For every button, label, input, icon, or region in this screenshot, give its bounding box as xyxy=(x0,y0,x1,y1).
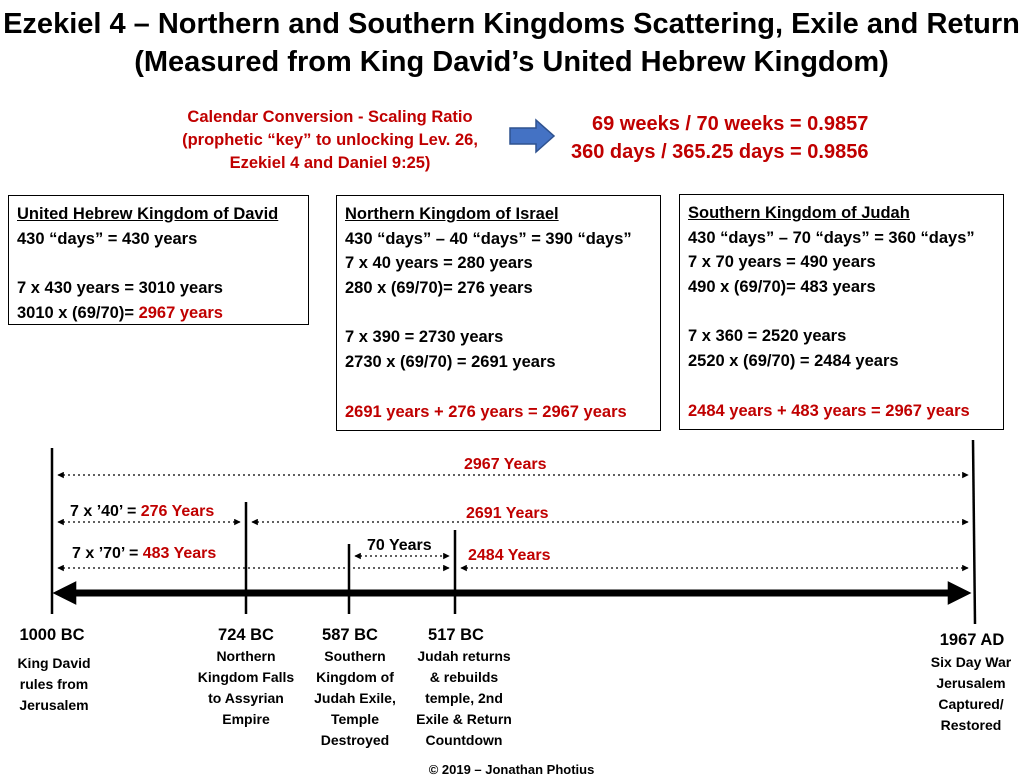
title-line-2: (Measured from King David’s United Hebre… xyxy=(134,46,889,78)
desc-line: Exile & Return xyxy=(416,711,512,727)
judah-line: 430 “days” – 70 “days” = 360 “days” xyxy=(688,228,975,247)
span-label-70: 70 Years xyxy=(367,537,432,554)
israel-kingdom-box: Northern Kingdom of Israel 430 “days” – … xyxy=(336,195,661,431)
span-label-483-prefix: 7 x ’70’ = xyxy=(72,545,143,562)
conversion-label-line: Calendar Conversion - Scaling Ratio xyxy=(187,108,473,126)
marker-1967ad xyxy=(971,439,977,625)
conversion-label-line: (prophetic “key” to unlocking Lev. 26, xyxy=(182,131,478,149)
event-date: 724 BC xyxy=(218,626,274,644)
event-description: King David rules from Jerusalem xyxy=(2,653,106,716)
israel-line: 430 “days” – 40 “days” = 390 “days” xyxy=(345,229,632,248)
span-label-483-value: 483 Years xyxy=(142,545,217,562)
event-description: Southern Kingdom of Judah Exile, Temple … xyxy=(300,646,410,751)
event-date: 1000 BC xyxy=(19,626,85,644)
israel-heading: Northern Kingdom of Israel xyxy=(345,205,559,223)
israel-line: 2730 x (69/70) = 2691 years xyxy=(345,353,556,372)
judah-line: 7 x 70 years = 490 years xyxy=(688,253,876,272)
span-label-483: 7 x ’70’ = 483 Years xyxy=(72,545,216,563)
conversion-label-line: Ezekiel 4 and Daniel 9:25) xyxy=(229,154,431,172)
desc-line: Judah returns xyxy=(417,648,511,664)
desc-line: rules from xyxy=(19,676,89,692)
desc-line: Kingdom of xyxy=(316,669,394,685)
israel-line: 7 x 40 years = 280 years xyxy=(345,254,533,273)
judah-kingdom-box: Southern Kingdom of Judah 430 “days” – 7… xyxy=(679,194,1004,430)
judah-line: 7 x 360 = 2520 years xyxy=(688,327,847,346)
title-line-1: Ezekiel 4 – Northern and Southern Kingdo… xyxy=(3,8,1020,40)
event-description: Six Day War Jerusalem Captured/ Restored xyxy=(918,652,1023,736)
event-date: 517 BC xyxy=(428,626,484,644)
span-label-276-prefix: 7 x ’40’ = xyxy=(70,503,141,520)
conversion-label: Calendar Conversion - Scaling Ratio (pro… xyxy=(150,106,510,175)
desc-line: Judah Exile, xyxy=(314,690,396,706)
united-result: 2967 years xyxy=(138,303,223,322)
judah-total: 2484 years + 483 years = 2967 years xyxy=(688,401,970,420)
desc-line: to Assyrian xyxy=(208,690,284,706)
desc-line: King David xyxy=(17,655,91,671)
desc-line: Jerusalem xyxy=(936,675,1006,691)
united-result-line: 3010 x (69/70)= 2967 years xyxy=(17,301,300,326)
israel-line: 7 x 390 = 2730 years xyxy=(345,328,504,347)
span-label-276: 7 x ’40’ = 276 Years xyxy=(70,503,214,521)
desc-line: Countdown xyxy=(425,732,503,748)
event-date: 587 BC xyxy=(322,626,378,644)
event-description: Judah returns & rebuilds temple, 2nd Exi… xyxy=(404,646,524,751)
desc-line: Empire xyxy=(222,711,270,727)
desc-line: Jerusalem xyxy=(19,697,89,713)
event-date: 1967 AD xyxy=(939,631,1005,649)
desc-line: Captured/ xyxy=(938,696,1004,712)
right-arrow-icon xyxy=(509,118,556,154)
span-label-276-value: 276 Years xyxy=(140,503,215,520)
span-label-2484: 2484 Years xyxy=(468,547,551,564)
judah-line: 490 x (69/70)= 483 years xyxy=(688,278,876,297)
desc-line: Kingdom Falls xyxy=(197,669,295,685)
united-kingdom-heading: United Hebrew Kingdom of David xyxy=(17,205,279,223)
desc-line: Northern xyxy=(216,648,276,664)
desc-line: temple, 2nd xyxy=(425,690,503,706)
event-description: Northern Kingdom Falls to Assyrian Empir… xyxy=(186,646,306,730)
united-calc: 3010 x (69/70)= xyxy=(17,303,139,322)
span-label-2691: 2691 Years xyxy=(466,505,549,522)
ratio-days: 360 days / 365.25 days = 0.9856 xyxy=(571,141,869,163)
united-line: 430 “days” = 430 years xyxy=(17,229,198,248)
desc-line: Temple xyxy=(331,711,379,727)
israel-total: 2691 years + 276 years = 2967 years xyxy=(345,402,627,421)
desc-line: & rebuilds xyxy=(429,669,499,685)
ratio-weeks: 69 weeks / 70 weeks = 0.9857 xyxy=(592,113,869,135)
israel-line: 280 x (69/70)= 276 years xyxy=(345,279,533,298)
judah-line: 2520 x (69/70) = 2484 years xyxy=(688,352,899,371)
copyright: © 2019 – Jonathan Photius xyxy=(428,762,595,777)
span-label-2967: 2967 Years xyxy=(464,456,547,473)
desc-line: Six Day War xyxy=(930,654,1012,670)
desc-line: Destroyed xyxy=(320,732,390,748)
desc-line: Restored xyxy=(940,717,1002,733)
united-line: 7 x 430 years = 3010 years xyxy=(17,279,223,298)
united-kingdom-box: United Hebrew Kingdom of David 430 “days… xyxy=(8,195,309,325)
desc-line: Southern xyxy=(324,648,386,664)
judah-heading: Southern Kingdom of Judah xyxy=(688,204,910,222)
